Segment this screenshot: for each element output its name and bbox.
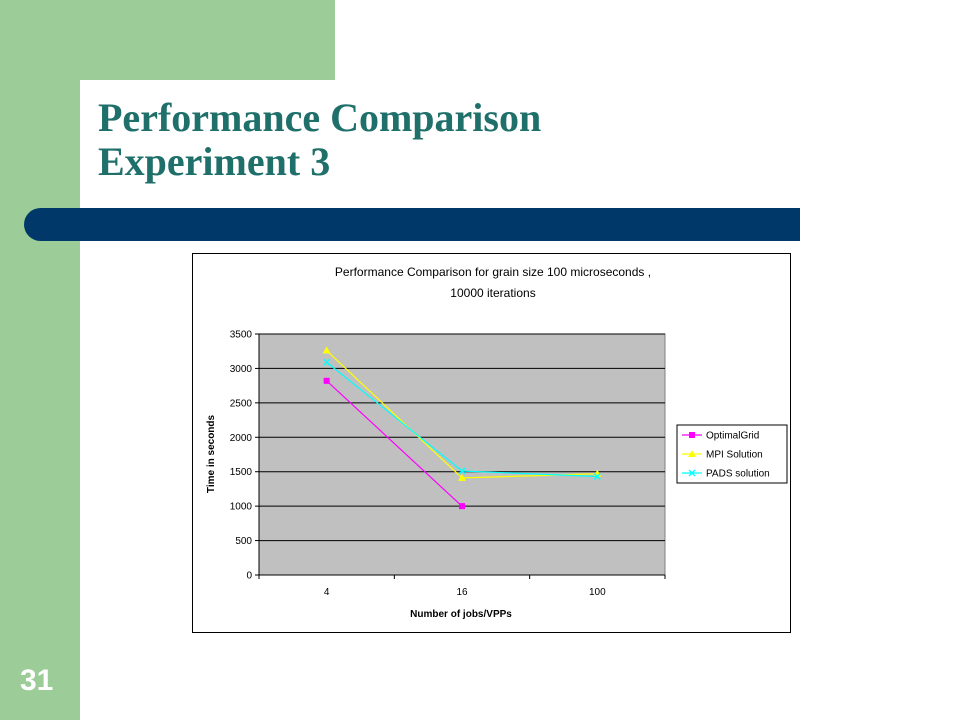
- page-number: 31: [20, 664, 54, 697]
- data-point: [458, 473, 466, 481]
- data-point: [459, 503, 465, 510]
- data-point: [323, 358, 331, 366]
- slide-title-line1: Performance Comparison: [98, 95, 542, 140]
- data-point: [593, 473, 601, 481]
- data-point: [688, 469, 696, 477]
- data-point: [689, 432, 695, 438]
- left-green-band: [0, 0, 80, 720]
- series-line: [326, 380, 463, 507]
- legend-label: PADS solution: [706, 469, 770, 480]
- x-tick-label: 100: [589, 587, 606, 598]
- x-tick-label: 4: [324, 587, 330, 598]
- legend-label: OptimalGrid: [706, 431, 759, 442]
- line-chart: Performance Comparison for grain size 10…: [206, 265, 788, 620]
- slide-title: Performance Comparison Experiment 3: [98, 96, 541, 184]
- legend-label: MPI Solution: [706, 450, 763, 461]
- y-tick-label: 0: [246, 571, 252, 582]
- chart-frame: Performance Comparison for grain size 10…: [192, 253, 791, 633]
- y-tick-label: 1500: [230, 467, 253, 478]
- data-point: [688, 450, 696, 457]
- plot-area: [258, 333, 666, 576]
- data-point: [323, 377, 330, 384]
- title-underline-bar: [24, 208, 800, 241]
- y-tick-label: 3500: [230, 330, 253, 341]
- data-point: [322, 346, 331, 354]
- y-tick-label: 2000: [230, 433, 253, 444]
- chart-title-line2: 10000 iterations: [450, 286, 535, 300]
- x-axis-label: Number of jobs/VPPs: [410, 609, 512, 620]
- x-tick-label: 16: [456, 587, 468, 598]
- y-tick-label: 3000: [230, 364, 253, 375]
- data-point: [458, 467, 466, 475]
- slide-title-line2: Experiment 3: [98, 139, 331, 184]
- y-axis-label: Time in seconds: [206, 414, 217, 493]
- chart-title-line1: Performance Comparison for grain size 10…: [335, 265, 651, 279]
- y-tick-label: 1000: [230, 502, 253, 513]
- y-tick-label: 500: [235, 536, 252, 547]
- y-tick-label: 2500: [230, 398, 253, 409]
- top-green-band: [0, 0, 335, 80]
